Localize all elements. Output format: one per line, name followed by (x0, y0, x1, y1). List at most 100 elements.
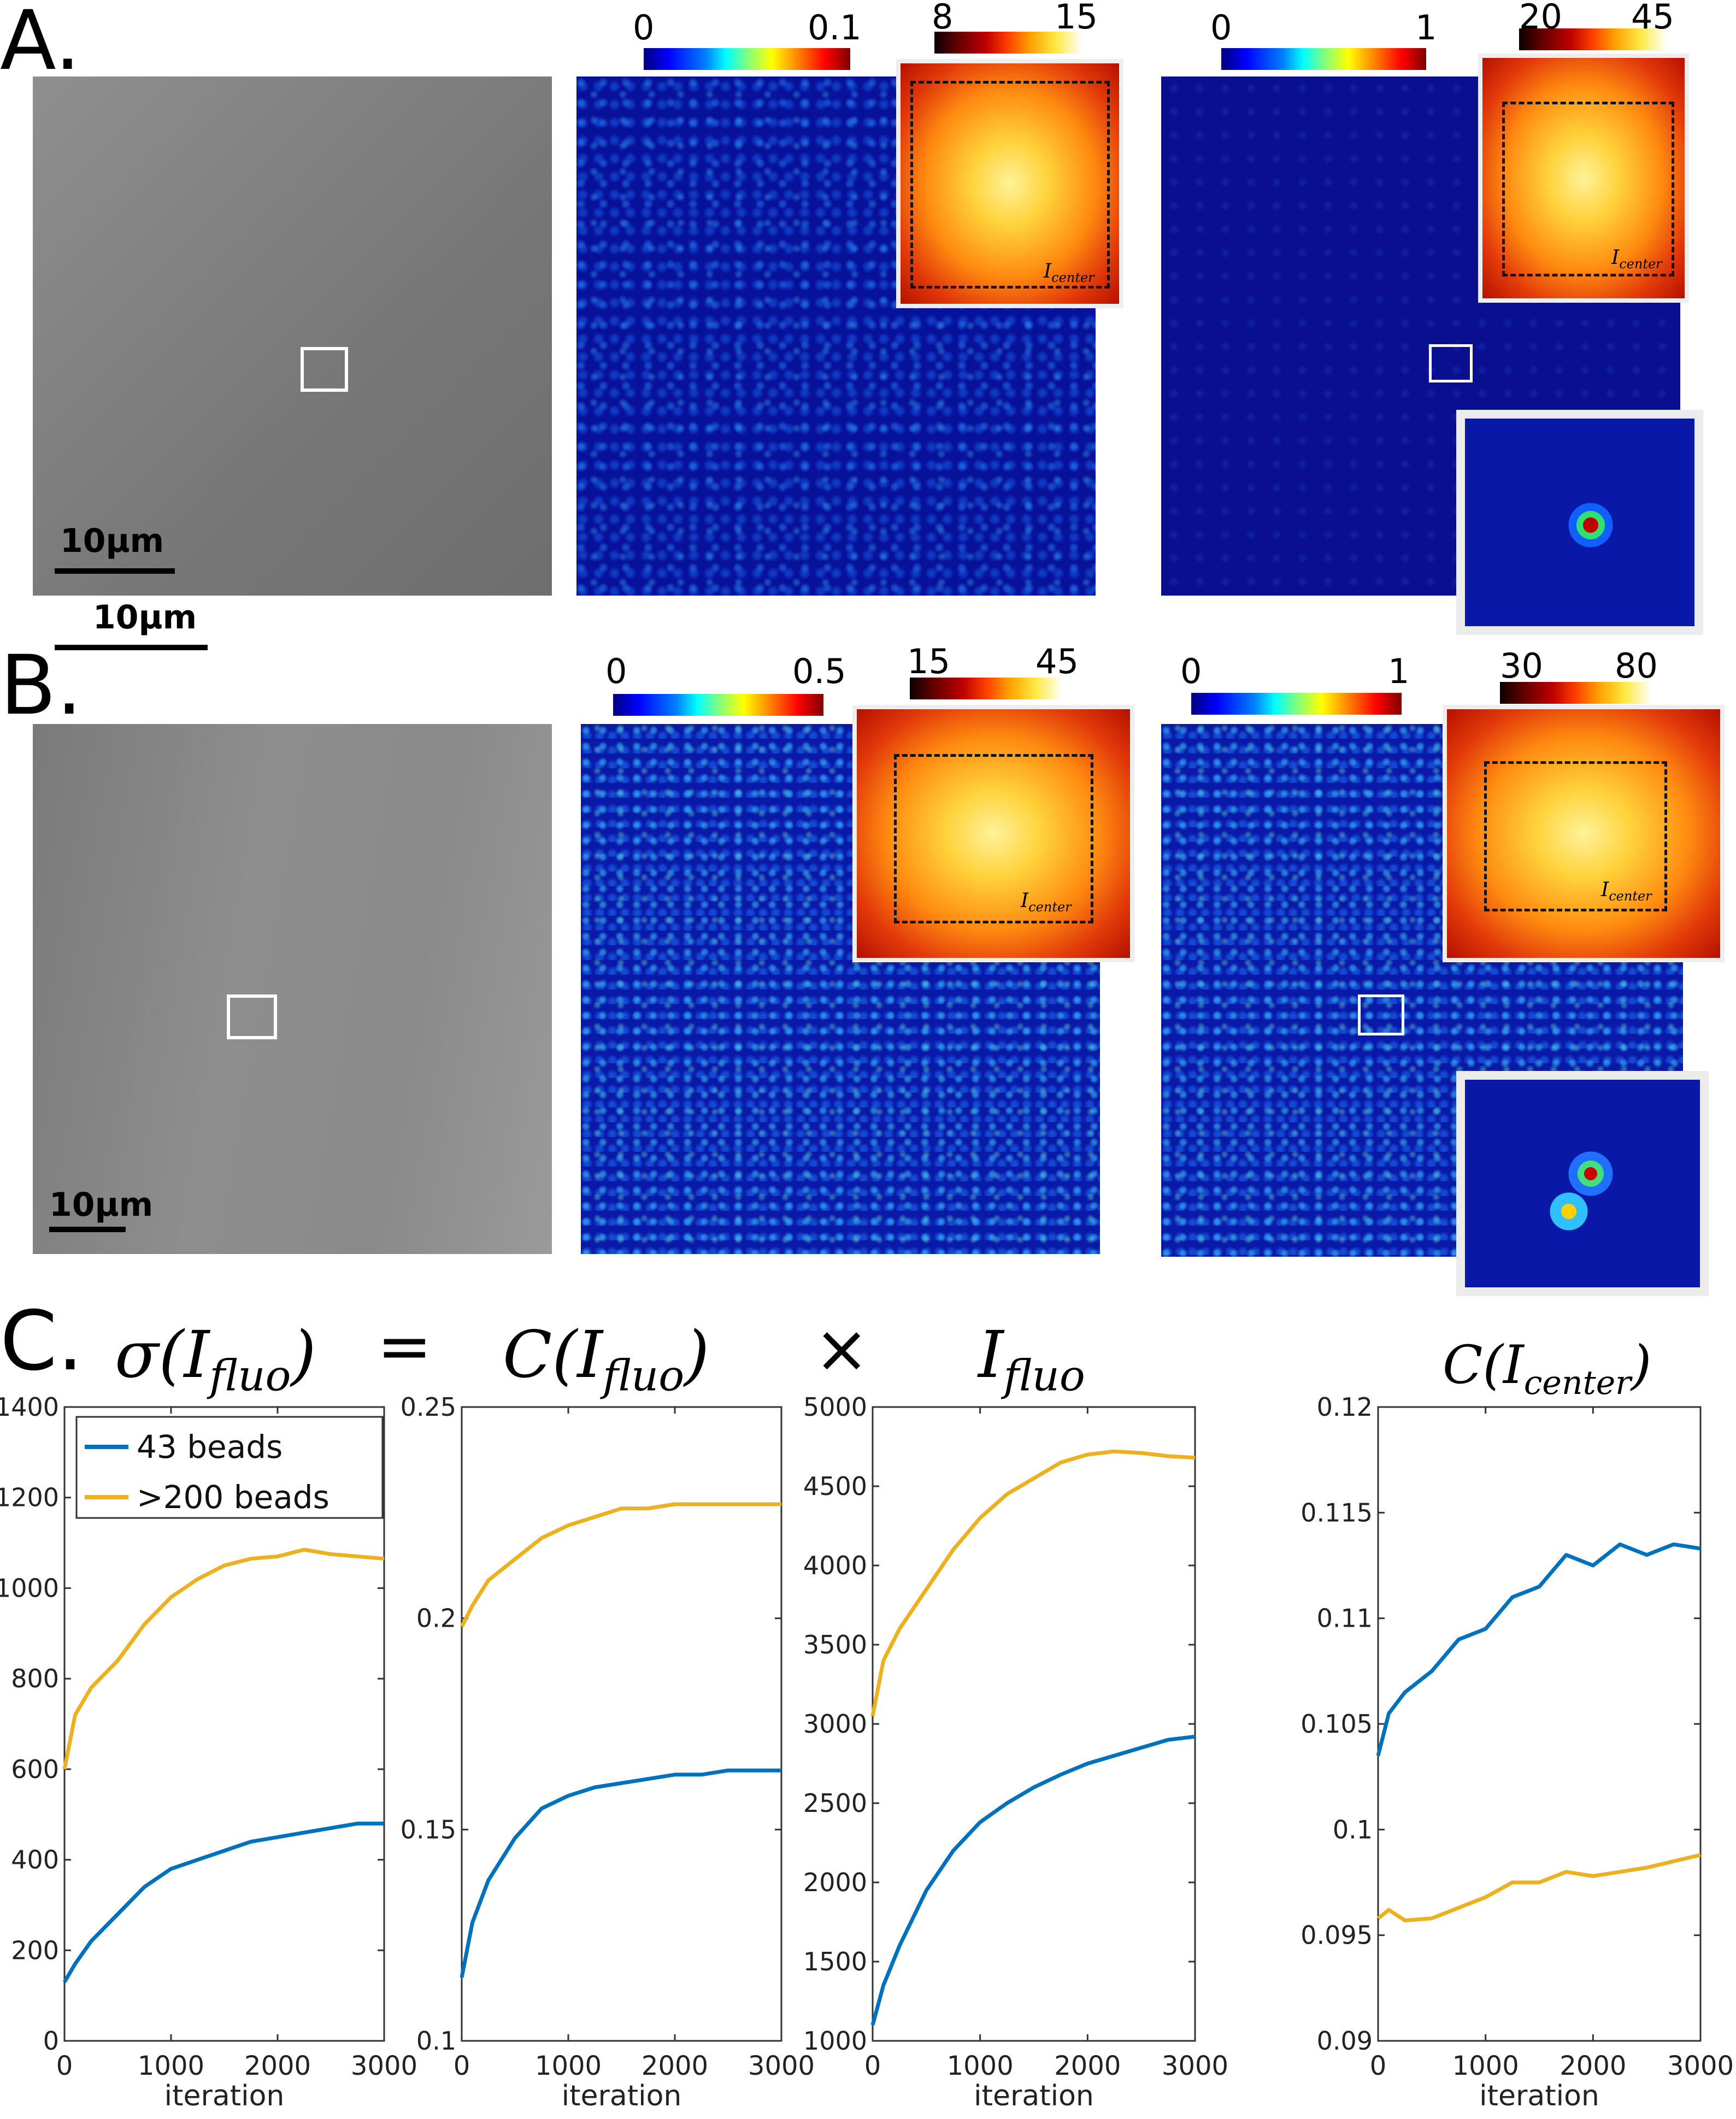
series-line (460, 1768, 781, 1978)
y-tick-label: 4000 (803, 1551, 867, 1580)
series-line (1376, 1542, 1701, 1756)
y-tick-label: 0.09 (1317, 2026, 1373, 2056)
intensity-inset-a1: Icenter (896, 59, 1123, 308)
colorbar-b1-max: 0.5 (792, 651, 846, 691)
icenter-label: Icenter (1611, 246, 1662, 272)
eq-times: × (814, 1311, 869, 1387)
legend-label: >200 beads (137, 1479, 329, 1516)
series-line (62, 1547, 385, 1770)
panel-letter-c: C. (0, 1294, 84, 1389)
y-tick-label: 0.115 (1300, 1498, 1373, 1527)
micrograph-a: 10µm (33, 76, 552, 650)
colorbar-a1-min: 0 (633, 8, 655, 48)
icenter-label: Icenter (1021, 890, 1072, 915)
roi-box (1358, 994, 1404, 1035)
y-tick-label: 0.25 (401, 1392, 456, 1422)
panel-letter-b: B. (0, 638, 83, 733)
eq-c: C(Ifluo) (503, 1317, 710, 1401)
chart-sigma: 0 1000 2000 3000 0 200 400 600 800 1000 1200 1400 it… (0, 1392, 417, 2112)
y-tick-label: 3500 (803, 1630, 867, 1659)
center-roi (1502, 102, 1674, 276)
y-tick-label: 3000 (803, 1709, 867, 1739)
inset-colorbar-a2 (1519, 28, 1667, 50)
y-tick-label: 2000 (803, 1868, 867, 1897)
y-tick-label: 600 (11, 1755, 59, 1784)
y-tick-label: 0 (43, 2026, 59, 2056)
legend-label: 43 beads (137, 1428, 283, 1465)
intensity-inset-b1: Icenter (852, 705, 1134, 962)
inset-colorbar-b1-max: 45 (1035, 641, 1079, 681)
scale-bar-label: 10µm (49, 1186, 154, 1224)
inset-colorbar-a1-min: 8 (932, 0, 954, 37)
eq-equals: = (377, 1309, 432, 1385)
x-tick-label: 1000 (138, 2051, 204, 2081)
x-tick-label: 0 (56, 2051, 73, 2081)
plot-area (1377, 1406, 1702, 2042)
colorbar-b2 (1191, 693, 1402, 715)
y-tick-label: 1200 (0, 1483, 59, 1512)
y-tick-label: 200 (11, 1935, 59, 1965)
fluctuation-map-a1 (576, 76, 1096, 596)
scale-bar (49, 1227, 126, 1232)
y-tick-label: 0.095 (1300, 1921, 1373, 1950)
x-tick-label: 3000 (1162, 2051, 1228, 2081)
x-axis-label: iteration (1479, 2080, 1599, 2112)
series-line (870, 1734, 1196, 2026)
plot-area (872, 1406, 1196, 2042)
colorbar-b1 (613, 694, 823, 716)
y-tick-label: 0.105 (1300, 1709, 1373, 1739)
inset-colorbar-b2-min: 30 (1500, 646, 1543, 686)
y-tick-label: 400 (11, 1845, 59, 1875)
colorbar-a1-max: 0.1 (808, 8, 862, 48)
x-tick-label: 3000 (748, 2051, 815, 2081)
center-roi (894, 754, 1093, 923)
x-tick-label: 3000 (1667, 2051, 1734, 2081)
inset-colorbar-a2-max: 45 (1631, 0, 1674, 37)
x-tick-label: 1000 (535, 2051, 602, 2081)
icenter-label: Icenter (1601, 879, 1652, 904)
inset-colorbar-b1-min: 15 (907, 641, 950, 681)
series-line (870, 1449, 1196, 1717)
colorbar-b2-max: 1 (1388, 651, 1410, 691)
colorbar-b1-min: 0 (605, 651, 627, 691)
y-tick-label: 1000 (803, 2026, 867, 2056)
series-line (1376, 1853, 1701, 1923)
x-tick-label: 0 (454, 2051, 470, 2081)
intensity-inset-a2: Icenter (1478, 54, 1689, 303)
center-roi (910, 81, 1110, 289)
y-tick-label: 1000 (0, 1573, 59, 1603)
x-axis-label: iteration (974, 2080, 1094, 2112)
x-tick-label: 2000 (1054, 2051, 1121, 2081)
x-tick-label: 1000 (1452, 2051, 1519, 2081)
scale-bar (55, 645, 208, 650)
y-tick-label: 1400 (0, 1392, 59, 1422)
bead-psf (1558, 495, 1623, 555)
x-axis-label: iteration (562, 2080, 682, 2112)
x-tick-label: 2000 (642, 2051, 708, 2081)
y-tick-label: 0.15 (401, 1815, 456, 1844)
y-tick-label: 5000 (803, 1392, 867, 1422)
y-tick-label: 800 (11, 1664, 59, 1693)
x-tick-label: 1000 (947, 2051, 1014, 2081)
chart-c-center: 0 1000 2000 3000 0.09 0.095 0.1 0.105 0.11 0.115 0… (1300, 1392, 1734, 2112)
chart-i-fluo: 0 1000 2000 3000100015002000250030003500400… (803, 1392, 1228, 2112)
series-line (62, 1821, 384, 1983)
x-tick-label: 2000 (244, 2051, 311, 2081)
scale-bar-a-label: 10µm (60, 522, 164, 560)
colorbar-a1 (644, 48, 850, 70)
micrograph-b: 10µm (33, 724, 552, 1254)
roi-box (227, 994, 277, 1039)
eq-sigma: σ(Ifluo) (115, 1317, 316, 1401)
zoom-inset-b2 (1456, 1071, 1709, 1296)
legend (75, 1416, 384, 1519)
x-tick-label: 2000 (1560, 2051, 1626, 2081)
x-axis-label: iteration (164, 2080, 285, 2112)
inset-colorbar-b1 (910, 678, 1063, 699)
icenter-label: Icenter (1044, 260, 1094, 286)
inset-colorbar-b2 (1500, 682, 1652, 704)
series-line (460, 1502, 781, 1628)
intensity-inset-b2: Icenter (1443, 705, 1725, 962)
colorbar-a2 (1221, 48, 1426, 70)
x-tick-label: 3000 (351, 2051, 417, 2081)
